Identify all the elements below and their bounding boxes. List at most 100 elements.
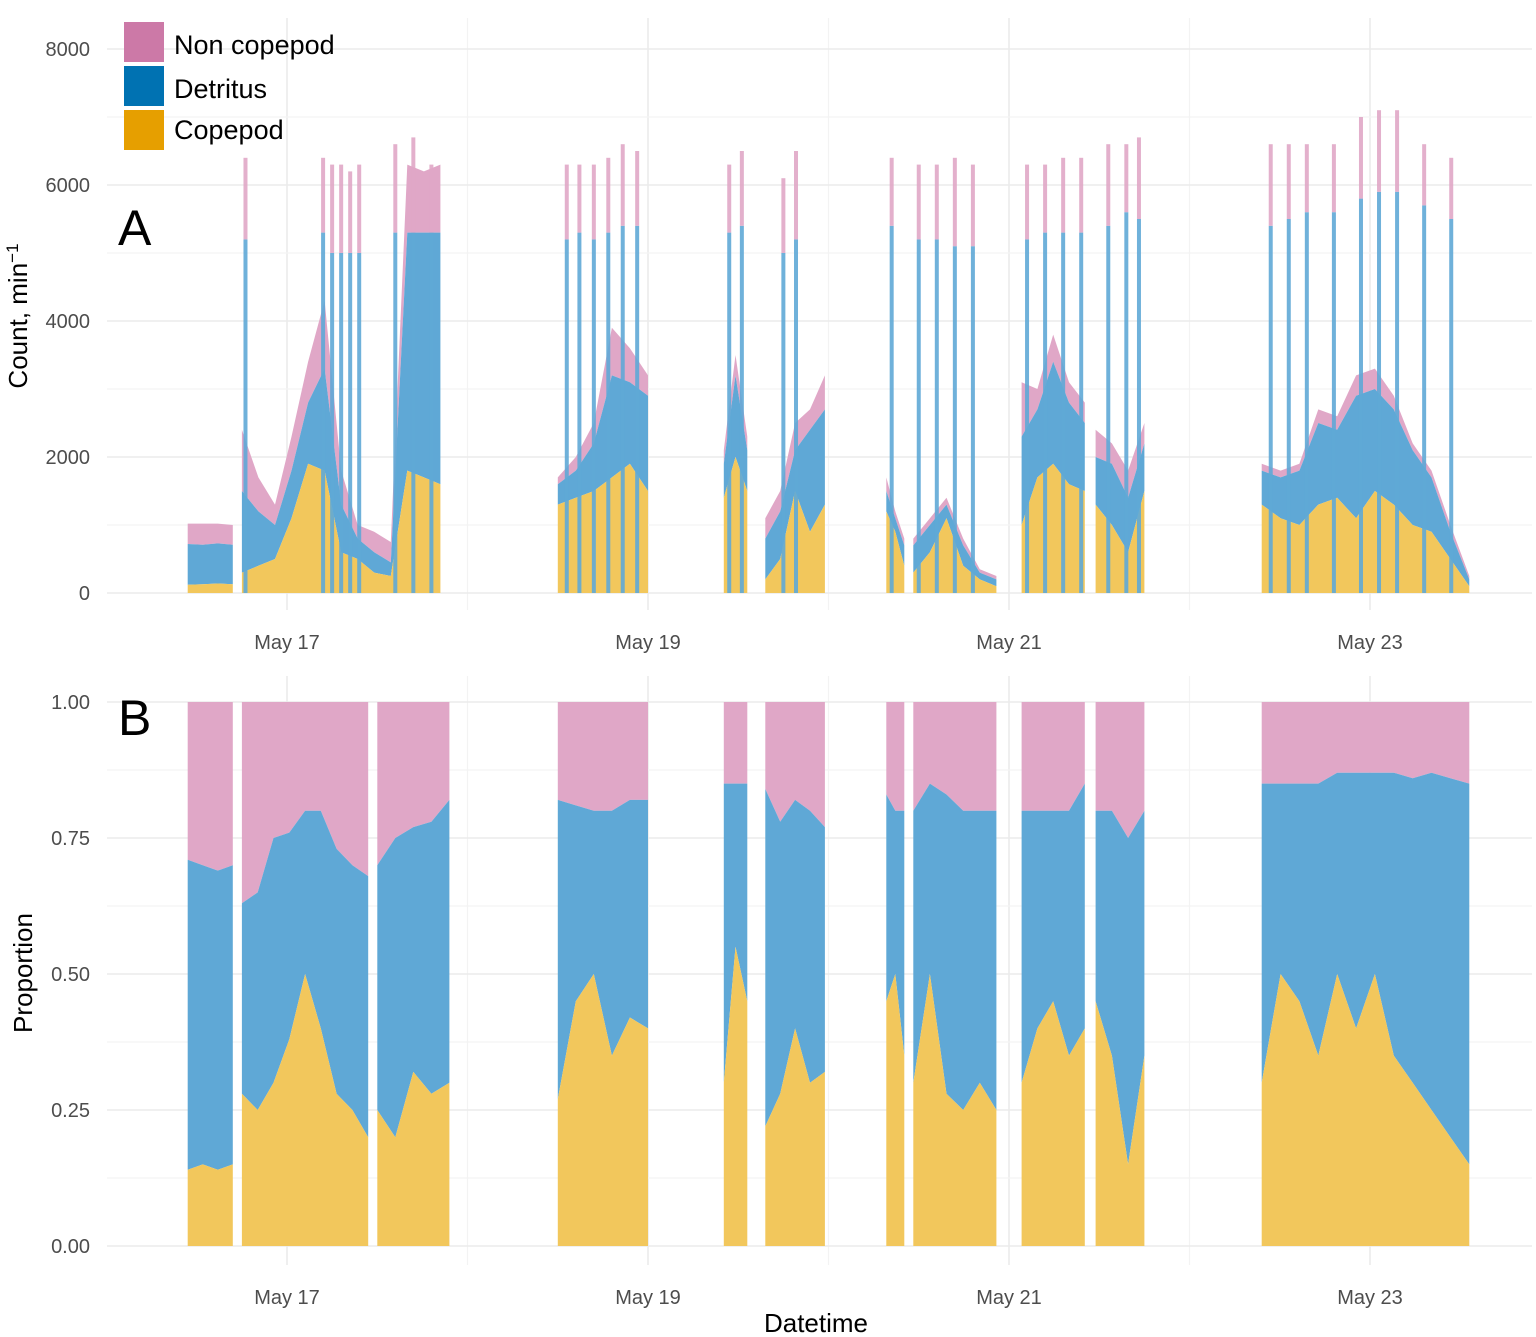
area-b-copepod-0 [187,1164,233,1246]
area-a-detritus-6 [913,504,997,587]
area-b-detritus-4 [723,783,748,1083]
spike-a-detritus-4 [348,253,353,593]
panel-a-x-ticks: May 17 May 19 May 21 May 23 [254,632,1403,654]
area-b-noncopepod-8 [1021,702,1085,811]
panel-b-x-tick-label: May 23 [1337,1287,1403,1309]
panel-label-b: B [118,690,151,746]
spike-a-detritus-15 [727,232,732,593]
spike-a-noncopepod-3 [339,164,344,253]
spike-a-detritus-33 [1304,212,1309,593]
area-a-detritus-9 [1261,389,1470,587]
panel-label-a: A [118,200,152,256]
area-b-detritus-5 [765,789,825,1127]
panel-a-x-tick-label: May 19 [615,632,681,654]
spike-a-detritus-18 [794,239,799,593]
spike-a-noncopepod-36 [1377,110,1382,192]
area-b-noncopepod-10 [1261,702,1470,784]
area-b-copepod-8 [1021,1001,1085,1246]
area-b-noncopepod-0 [187,702,233,871]
area-a-detritus-1 [241,232,441,576]
area-b-copepod-6 [886,974,905,1246]
spike-a-noncopepod-34 [1331,144,1336,213]
area-b-noncopepod-3 [557,702,648,811]
panel-b-x-tick-label: May 17 [254,1287,320,1309]
spike-a-noncopepod-14 [635,151,640,226]
spike-a-noncopepod-18 [794,151,799,240]
panel-b-y-axis-title: Proportion [8,913,38,1033]
spike-a-noncopepod-35 [1358,117,1363,199]
spike-a-noncopepod-2 [330,164,335,253]
spike-a-detritus-26 [1061,232,1066,593]
spike-a-noncopepod-26 [1061,157,1066,233]
area-a-copepod-1 [241,463,441,593]
legend-swatch-detritus [124,66,164,106]
area-b-detritus-9 [1095,810,1145,1165]
spike-a-noncopepod-11 [591,164,596,240]
spike-a-detritus-28 [1106,225,1111,594]
spike-a-noncopepod-10 [577,164,582,233]
spike-a-detritus-27 [1079,232,1084,593]
area-b-detritus-10 [1261,772,1470,1165]
spike-a-noncopepod-20 [916,164,921,240]
area-a-detritus-0 [187,543,233,585]
spike-a-detritus-35 [1358,198,1363,593]
panel-b-y-tick-label: 0.75 [51,828,90,850]
area-b-copepod-2 [377,1071,450,1246]
panel-a-y-tick-label: 8000 [46,39,91,61]
spike-a-detritus-10 [577,232,582,593]
spike-a-detritus-32 [1286,219,1291,593]
panel-b-y-tick-label: 0.50 [51,964,90,986]
spike-a-detritus-7 [411,232,416,593]
legend-swatch-noncopepod [124,22,164,62]
area-b-detritus-6 [886,794,905,1056]
area-a-noncopepod-4 [765,375,825,539]
panel-a-y-ticks: 0 2000 4000 6000 8000 [46,39,91,605]
spike-a-noncopepod-15 [727,164,732,233]
spike-a-detritus-37 [1395,191,1400,594]
panel-a-x-tick-label: May 17 [254,632,320,654]
spike-a-noncopepod-31 [1268,144,1273,226]
legend: Non copepod Detritus Copepod [124,22,335,150]
area-b-copepod-4 [723,946,748,1246]
spike-a-noncopepod-32 [1286,144,1291,219]
spike-a-noncopepod-7 [411,137,416,233]
area-b-copepod-7 [913,974,997,1246]
spike-a-noncopepod-17 [781,178,786,253]
spike-a-noncopepod-25 [1043,164,1048,233]
area-a-noncopepod-6 [913,497,997,580]
spike-a-noncopepod-24 [1025,164,1030,240]
panel-b: 0.000.250.500.751.00 May 17 May 19 May 21 M… [8,676,1532,1337]
area-b-detritus-0 [187,859,233,1170]
spike-a-noncopepod-28 [1106,144,1111,226]
panel-b-areas [187,702,1470,1246]
panel-b-y-ticks: 0.00 0.25 0.50 0.75 1.00 [51,692,90,1258]
spike-a-noncopepod-4 [348,171,353,253]
spike-a-noncopepod-29 [1124,144,1129,213]
spike-a-detritus-6 [393,232,398,593]
spike-a-noncopepod-33 [1304,144,1309,213]
panel-a-x-tick-label: May 23 [1337,632,1403,654]
panel-b-y-tick-label: 0.00 [51,1236,90,1258]
spike-a-noncopepod-27 [1079,157,1084,233]
spike-a-noncopepod-22 [952,157,957,247]
panel-a-y-axis-title-main: Count, min [3,263,33,389]
spike-a-detritus-34 [1331,212,1336,593]
area-b-copepod-1 [241,974,369,1246]
spike-a-noncopepod-21 [934,164,939,240]
spike-a-noncopepod-19 [889,157,894,226]
spike-a-detritus-3 [339,253,344,593]
area-b-noncopepod-4 [723,702,748,784]
spike-a-detritus-11 [591,239,596,593]
panel-a-grid [107,18,1532,610]
spike-a-detritus-24 [1025,239,1030,593]
spike-a-noncopepod-23 [970,164,975,247]
area-b-noncopepod-7 [913,702,997,811]
spike-a-detritus-31 [1268,225,1273,594]
area-a-detritus-4 [765,409,825,580]
spike-a-detritus-17 [781,253,786,593]
spike-a-detritus-19 [889,225,894,594]
area-b-copepod-5 [765,1028,825,1246]
spike-a-detritus-5 [357,253,362,593]
area-b-detritus-3 [557,799,648,1100]
spike-a-detritus-39 [1449,219,1454,593]
